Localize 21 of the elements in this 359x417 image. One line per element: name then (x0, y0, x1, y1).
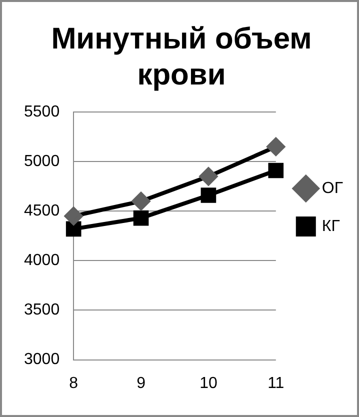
point (132, 192, 150, 210)
point (266, 138, 285, 156)
x-tick-label: 8 (69, 374, 78, 392)
point (268, 162, 284, 178)
legend-label: ОГ (322, 180, 344, 197)
x-tick-label: 11 (268, 374, 284, 392)
chart-title: Минутный объем крови (51, 22, 312, 92)
y-tick-label: 4500 (24, 202, 60, 220)
y-tick-label: 4000 (24, 252, 60, 270)
point (64, 207, 83, 226)
x-tick-label: 10 (200, 374, 218, 392)
x-tick-label: 9 (136, 374, 146, 392)
point (66, 221, 82, 237)
point (133, 210, 149, 226)
y-tick-label: 5500 (24, 103, 60, 120)
y-tick-label: 5000 (24, 152, 60, 170)
point (199, 167, 218, 186)
legend-label: КГ (322, 218, 340, 235)
y-tick-label: 3000 (24, 351, 60, 368)
y-tick-label: 3500 (24, 302, 60, 319)
point (200, 188, 216, 203)
